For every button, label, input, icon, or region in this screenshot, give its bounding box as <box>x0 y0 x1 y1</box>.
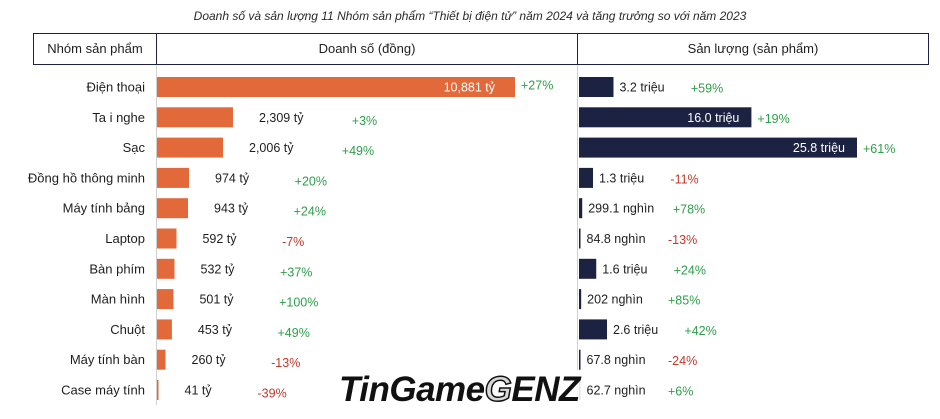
revenue-growth-label: -39% <box>258 387 287 401</box>
column-separator <box>577 65 578 405</box>
volume-value-label: 1.3 triệu <box>599 171 644 185</box>
revenue-value-label: 974 tỷ <box>215 171 250 185</box>
volume-value-label: 84.8 nghìn <box>587 232 646 246</box>
category-label: Bàn phím <box>89 261 145 276</box>
volume-value-label: 3.2 triệu <box>619 81 664 95</box>
revenue-bar <box>157 198 189 219</box>
volume-growth-label: +61% <box>863 142 895 156</box>
revenue-value-label: 2,006 tỷ <box>249 141 294 155</box>
category-label: Chuột <box>110 322 145 337</box>
volume-bar <box>579 228 581 249</box>
header-category: Nhóm sản phẩm <box>47 41 143 56</box>
revenue-growth-label: +100% <box>279 296 318 310</box>
revenue-growth-label: +49% <box>342 144 374 158</box>
header-divider <box>156 34 157 64</box>
volume-growth-label: +85% <box>668 294 700 308</box>
revenue-bar <box>157 137 224 158</box>
header-revenue: Doanh số (đồng) <box>318 41 416 56</box>
revenue-value-label: 501 tỷ <box>199 293 234 307</box>
revenue-value-label: 2,309 tỷ <box>259 111 304 125</box>
revenue-growth-label: +3% <box>352 114 377 128</box>
category-label: Máy tính bảng <box>63 201 145 216</box>
volume-bar <box>579 319 608 340</box>
table-header: Nhóm sản phẩm Doanh số (đồng) Sản lượng … <box>33 33 929 65</box>
revenue-growth-label: +20% <box>295 174 327 188</box>
volume-growth-label: +6% <box>668 385 693 399</box>
revenue-bar <box>157 349 166 370</box>
category-label: Sạc <box>123 140 146 155</box>
volume-bar <box>579 289 582 310</box>
volume-value-label: 2.6 triệu <box>613 323 658 337</box>
category-label: Màn hình <box>91 292 145 307</box>
revenue-bar <box>157 228 177 249</box>
revenue-growth-label: +49% <box>278 326 310 340</box>
volume-growth-label: -11% <box>670 172 698 186</box>
chart-title: Doanh số và sản lượng 11 Nhóm sản phẩm “… <box>193 9 747 23</box>
volume-bar <box>579 107 752 128</box>
revenue-value-label: 10,881 tỷ <box>444 81 496 95</box>
category-label: Điện thoại <box>86 80 145 95</box>
revenue-value-label: 41 tỷ <box>185 384 213 398</box>
category-label: Laptop <box>105 231 145 246</box>
revenue-value-label: 592 tỷ <box>202 232 237 246</box>
category-label: Đồng hồ thông minh <box>28 170 145 185</box>
volume-bar <box>579 77 614 97</box>
volume-growth-label: +19% <box>757 112 789 126</box>
volume-growth-label: +42% <box>684 324 716 338</box>
revenue-growth-label: -13% <box>271 356 300 370</box>
revenue-bar <box>157 258 175 279</box>
volume-value-label: 67.8 nghìn <box>587 353 646 367</box>
volume-growth-label: -13% <box>668 233 697 247</box>
revenue-bar <box>157 289 174 310</box>
volume-growth-label: +24% <box>674 263 706 277</box>
revenue-growth-label: +27% <box>521 79 553 93</box>
volume-value-label: 202 nghìn <box>587 293 643 307</box>
volume-bar <box>579 137 857 158</box>
volume-value-label: 16.0 triệu <box>687 111 739 125</box>
revenue-value-label: 532 tỷ <box>201 262 236 276</box>
volume-value-label: 1.6 triệu <box>602 262 647 276</box>
watermark-logo: TinGameGENZ <box>336 369 583 410</box>
volume-value-label: 299.1 nghìn <box>588 202 654 216</box>
header-volume: Sản lượng (sản phẩm) <box>687 41 819 56</box>
revenue-bar <box>157 167 190 188</box>
column-separator <box>156 65 157 405</box>
revenue-bar <box>157 107 233 128</box>
volume-value-label: 25.8 triệu <box>793 141 845 155</box>
revenue-bar <box>157 380 159 400</box>
volume-growth-label: +78% <box>673 203 705 217</box>
revenue-value-label: 453 tỷ <box>198 323 233 337</box>
revenue-value-label: 943 tỷ <box>214 202 249 216</box>
revenue-growth-label: +24% <box>294 205 326 219</box>
revenue-bar <box>157 77 515 97</box>
volume-bar <box>579 349 581 370</box>
category-label: Máy tính bàn <box>70 352 145 367</box>
volume-bar <box>579 258 597 279</box>
volume-bar <box>579 167 594 188</box>
volume-value-label: 62.7 nghìn <box>587 384 646 398</box>
volume-bar <box>579 198 583 219</box>
category-label: Ta i nghe <box>92 110 145 125</box>
revenue-growth-label: -7% <box>282 235 304 249</box>
category-label: Case máy tính <box>61 383 145 398</box>
header-divider <box>577 34 578 64</box>
revenue-growth-label: +37% <box>280 265 312 279</box>
revenue-value-label: 260 tỷ <box>192 353 227 367</box>
volume-growth-label: +59% <box>691 82 723 96</box>
revenue-bar <box>157 319 172 340</box>
volume-growth-label: -24% <box>668 354 697 368</box>
